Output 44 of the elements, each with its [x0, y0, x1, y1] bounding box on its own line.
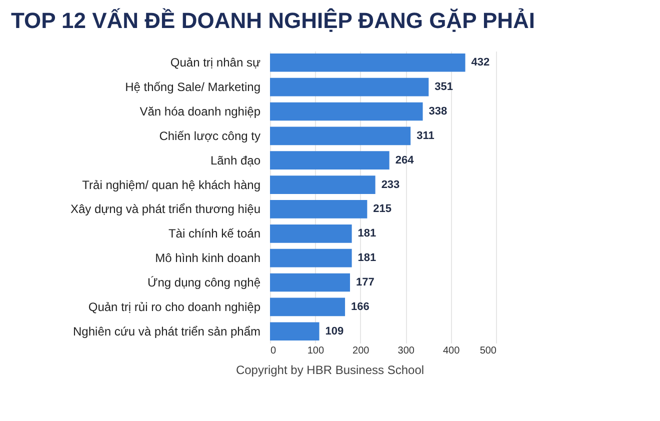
x-tick-label: 500: [480, 346, 497, 356]
x-tick-label: 100: [307, 346, 324, 356]
data-label: 338: [428, 105, 448, 118]
data-label: 311: [416, 130, 434, 142]
bar: [270, 102, 423, 121]
y-tick-label: Xây dựng và phát triển thương hiệu: [70, 202, 260, 216]
y-tick-label: Nghiên cứu và phát triển sản phẩm: [73, 324, 260, 338]
bar: [270, 78, 429, 96]
y-tick-label: Chiến lược công ty: [159, 128, 260, 143]
bar: [270, 273, 350, 292]
text: Copyright by HBR Business School: [234, 363, 426, 377]
bar: [270, 126, 411, 146]
y-tick-label: Tài chính kế toán: [168, 226, 260, 241]
bar: [270, 176, 376, 194]
y-tick-label: Lãnh đạo: [210, 153, 261, 168]
y-tick-label: Ứng dụng công nghệ: [147, 276, 261, 290]
chart-title: TOP 12 VẤN ĐỀ DOANH NGHIỆP ĐANG GẶP PHẢI: [10, 8, 536, 33]
bar: [270, 200, 368, 218]
y-tick-label: Văn hóa doanh nghiệp: [140, 104, 261, 118]
x-tick-label: 400: [442, 346, 460, 356]
data-label: 166: [351, 300, 370, 313]
bar: [270, 151, 390, 170]
bar: [270, 53, 466, 72]
y-tick-label: Quản trị rủi ro cho doanh nghiệp: [88, 300, 261, 314]
y-tick-label: Trải nghiệm/ quan hệ khách hàng: [82, 178, 260, 192]
data-label: 177: [356, 276, 374, 289]
bar: [270, 298, 346, 316]
y-tick-label: Mô hình kinh doanh: [155, 251, 260, 266]
y-tick-label: Quản trị nhân sự: [170, 56, 260, 70]
bar: [270, 248, 352, 268]
x-tick-label: 300: [398, 346, 415, 356]
data-label: 264: [395, 154, 415, 166]
bar: [270, 322, 320, 341]
data-label: 181: [358, 252, 376, 264]
data-label: 109: [325, 325, 344, 338]
data-label: 181: [358, 228, 376, 240]
data-label: 215: [373, 203, 392, 216]
data-label: 351: [434, 81, 454, 94]
x-tick-label: 0: [270, 346, 276, 356]
data-label: 432: [471, 56, 490, 69]
x-tick-label: 200: [352, 346, 370, 356]
y-tick-label: Hệ thống Sale/ Marketing: [125, 80, 260, 94]
data-label: 233: [381, 178, 400, 191]
bar: [270, 224, 352, 243]
